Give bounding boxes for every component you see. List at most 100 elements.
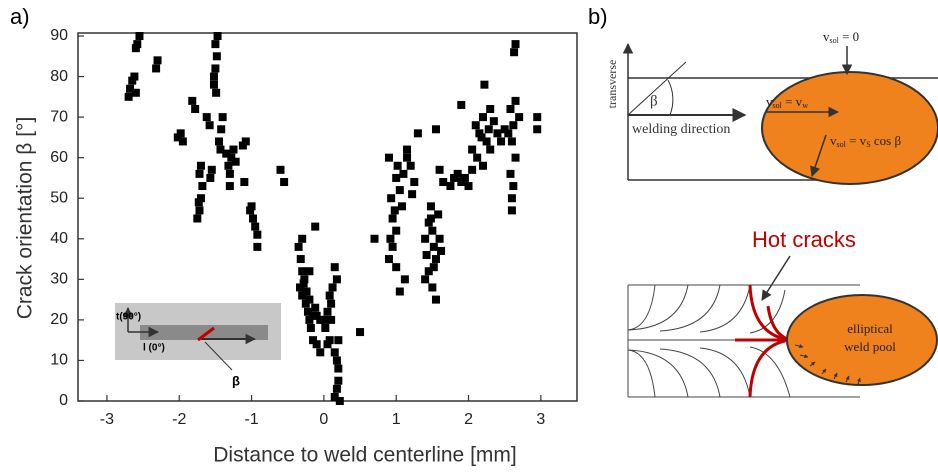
scatter-point xyxy=(468,165,477,174)
scatter-point xyxy=(384,255,393,264)
scatter-point xyxy=(196,161,205,170)
scatter-point xyxy=(384,153,393,162)
angle-arc xyxy=(667,79,674,116)
scatter-point xyxy=(533,125,542,134)
scatter-point xyxy=(225,182,234,191)
scatter-point xyxy=(506,169,515,178)
scatter-point xyxy=(388,214,397,223)
scatter-point xyxy=(217,125,226,134)
scatter-point xyxy=(507,206,516,215)
scatter-point xyxy=(403,153,412,162)
scatter-point xyxy=(399,169,408,178)
scatter-point xyxy=(332,356,341,365)
scatter-point xyxy=(330,392,339,401)
scatter-point xyxy=(216,145,225,154)
scatter-point xyxy=(335,397,344,405)
scatter-point xyxy=(323,340,332,349)
x-axis-label: Distance to weld centerline [mm] xyxy=(213,444,516,467)
plot-area: 0 10 20 30 40 50 60 70 80 90 -3 -2 -1 0 1 2 3 xyxy=(50,27,578,428)
scatter-point xyxy=(511,40,520,49)
scatter-point xyxy=(431,125,440,134)
x-tick-label: -3 xyxy=(100,411,114,428)
scatter-point xyxy=(332,275,341,284)
y-tick-label: 10 xyxy=(50,352,68,369)
scatter-point xyxy=(321,324,330,332)
scatter-point xyxy=(211,40,220,49)
scatter-point xyxy=(152,64,161,73)
scatter-point xyxy=(212,88,221,97)
scatter-point xyxy=(429,242,438,251)
scatter-point xyxy=(486,105,495,113)
inset-weld xyxy=(140,325,268,340)
scatter-point xyxy=(392,263,401,272)
inset-crack xyxy=(197,326,215,342)
weld-pool xyxy=(786,294,938,386)
scatter-point xyxy=(247,202,256,211)
scatter-point xyxy=(480,80,489,89)
scatter-point xyxy=(212,52,221,61)
scatter-point xyxy=(276,165,285,174)
angle-line xyxy=(627,61,687,116)
scatter-point xyxy=(500,125,509,134)
scatter-point xyxy=(215,137,224,146)
scatter-point xyxy=(392,226,401,235)
scatter-point xyxy=(334,376,343,385)
scatter-point xyxy=(511,153,520,162)
scatter-point xyxy=(484,125,493,134)
cracks-arrow xyxy=(761,255,791,301)
scatter-point xyxy=(439,178,448,186)
scatter-point xyxy=(428,226,437,235)
scatter-point xyxy=(475,129,484,138)
scatter-point xyxy=(229,145,238,154)
scatter-point xyxy=(504,129,513,138)
y-axis-label: Crack orientation β [°] xyxy=(14,117,37,320)
scatter-point xyxy=(316,348,325,357)
scatter-point xyxy=(205,121,214,130)
scatter-point xyxy=(298,267,307,276)
scatter-point xyxy=(211,64,220,73)
scatter-point xyxy=(431,255,440,264)
axis-label: transverse xyxy=(605,60,619,109)
scatter-point xyxy=(511,96,520,105)
scatter-point xyxy=(422,251,431,259)
scatter-point xyxy=(240,178,249,186)
scatter-point xyxy=(222,149,231,158)
pool-label: elliptical xyxy=(847,321,893,336)
scatter-point xyxy=(300,275,309,284)
scatter-point xyxy=(213,32,222,40)
scatter-point xyxy=(280,178,289,186)
scatter-point xyxy=(507,194,516,203)
y-tick-label: 30 xyxy=(50,271,68,288)
scatter-point xyxy=(421,234,430,243)
scatter-point xyxy=(370,234,379,243)
scatter-point xyxy=(303,307,312,316)
inset-label: t(90°) xyxy=(116,312,141,323)
scatter-point xyxy=(298,291,307,300)
scatter-point xyxy=(327,315,336,324)
scatter-point xyxy=(191,105,200,113)
scatter-point xyxy=(207,165,216,174)
scatter-point xyxy=(506,105,515,113)
scatter-point xyxy=(202,113,211,122)
scatter-point xyxy=(130,72,139,81)
scatter-point xyxy=(392,173,401,182)
scatter-point xyxy=(305,295,314,304)
x-tick-label: -2 xyxy=(172,411,186,428)
scatter-point xyxy=(225,169,234,178)
scatter-point xyxy=(241,137,250,146)
scatter-point xyxy=(224,161,233,170)
scatter-point xyxy=(497,137,506,146)
scatter-point xyxy=(311,222,320,231)
scatter-point xyxy=(294,242,303,251)
scatter-point xyxy=(334,364,343,373)
scatter-point xyxy=(356,328,365,337)
panel-label: a) xyxy=(10,4,30,29)
scatter-point xyxy=(332,384,341,393)
scatter-point xyxy=(327,299,336,308)
scatter-point xyxy=(507,137,516,146)
scatter-point xyxy=(457,100,466,109)
y-tick-label: 50 xyxy=(50,189,68,206)
scatter-point xyxy=(486,145,495,154)
scatter-point xyxy=(176,129,185,138)
weld-pool xyxy=(761,71,938,185)
